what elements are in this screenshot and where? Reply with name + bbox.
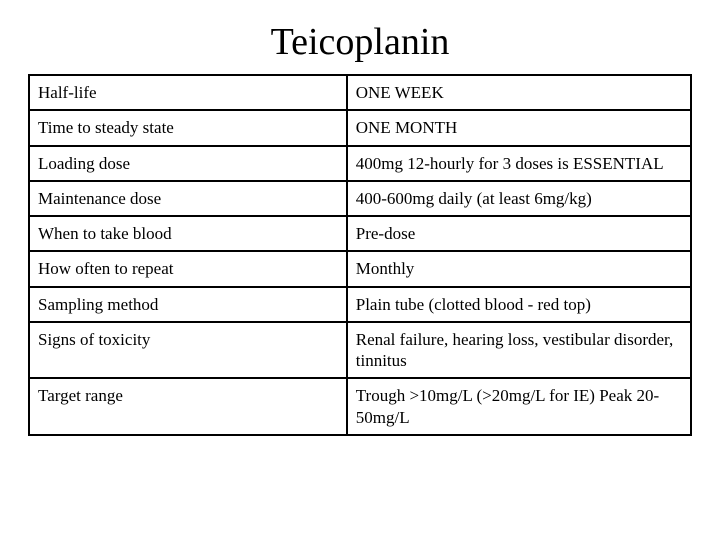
row-label: Sampling method (29, 287, 347, 322)
row-value: ONE MONTH (347, 110, 691, 145)
table-row: Time to steady state ONE MONTH (29, 110, 691, 145)
row-value: Renal failure, hearing loss, vestibular … (347, 322, 691, 379)
table-row: How often to repeat Monthly (29, 251, 691, 286)
row-label: Target range (29, 378, 347, 435)
page-title: Teicoplanin (28, 20, 692, 64)
table-row: Loading dose 400mg 12-hourly for 3 doses… (29, 146, 691, 181)
row-label: Signs of toxicity (29, 322, 347, 379)
row-label: How often to repeat (29, 251, 347, 286)
table-row: Half-life ONE WEEK (29, 75, 691, 110)
row-label: Loading dose (29, 146, 347, 181)
row-value: 400mg 12-hourly for 3 doses is ESSENTIAL (347, 146, 691, 181)
table-row: Target range Trough >10mg/L (>20mg/L for… (29, 378, 691, 435)
row-label: Maintenance dose (29, 181, 347, 216)
row-label: Half-life (29, 75, 347, 110)
table-row: Maintenance dose 400-600mg daily (at lea… (29, 181, 691, 216)
row-value: Plain tube (clotted blood - red top) (347, 287, 691, 322)
row-value: 400-600mg daily (at least 6mg/kg) (347, 181, 691, 216)
row-label: Time to steady state (29, 110, 347, 145)
row-value: ONE WEEK (347, 75, 691, 110)
row-label: When to take blood (29, 216, 347, 251)
row-value: Trough >10mg/L (>20mg/L for IE) Peak 20-… (347, 378, 691, 435)
row-value: Pre-dose (347, 216, 691, 251)
table-row: Sampling method Plain tube (clotted bloo… (29, 287, 691, 322)
teicoplanin-table: Half-life ONE WEEK Time to steady state … (28, 74, 692, 436)
table-row: When to take blood Pre-dose (29, 216, 691, 251)
table-row: Signs of toxicity Renal failure, hearing… (29, 322, 691, 379)
row-value: Monthly (347, 251, 691, 286)
